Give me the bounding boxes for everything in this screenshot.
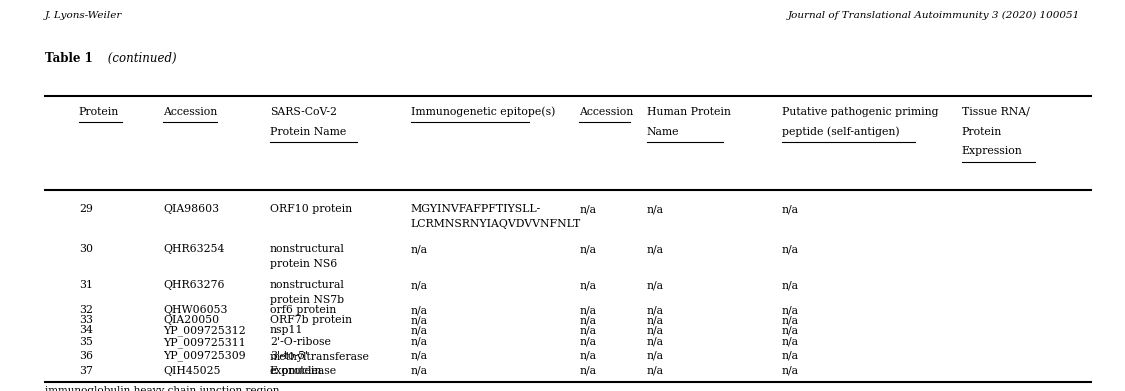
Text: n/a: n/a: [579, 337, 596, 347]
Text: n/a: n/a: [647, 351, 664, 361]
Text: MGYINVFAFPFTIYSLL-: MGYINVFAFPFTIYSLL-: [411, 204, 541, 214]
Text: YP_009725312: YP_009725312: [163, 325, 246, 336]
Text: 31: 31: [79, 280, 92, 290]
Text: QIH45025: QIH45025: [163, 366, 221, 376]
Text: 37: 37: [79, 366, 92, 376]
Text: 32: 32: [79, 305, 92, 316]
Text: E protein: E protein: [270, 366, 322, 376]
Text: Journal of Translational Autoimmunity 3 (2020) 100051: Journal of Translational Autoimmunity 3 …: [788, 11, 1080, 20]
Text: n/a: n/a: [411, 325, 428, 335]
Text: n/a: n/a: [782, 280, 799, 290]
Text: n/a: n/a: [411, 351, 428, 361]
Text: 35: 35: [79, 337, 92, 347]
Text: Expression: Expression: [962, 146, 1023, 156]
Text: nsp11: nsp11: [270, 325, 304, 335]
Text: n/a: n/a: [411, 280, 428, 290]
Text: n/a: n/a: [579, 325, 596, 335]
Text: 33: 33: [79, 315, 92, 325]
Text: n/a: n/a: [647, 315, 664, 325]
Text: n/a: n/a: [782, 351, 799, 361]
Text: QHR63276: QHR63276: [163, 280, 225, 290]
Text: n/a: n/a: [647, 244, 664, 254]
Text: n/a: n/a: [579, 351, 596, 361]
Text: n/a: n/a: [647, 337, 664, 347]
Text: 36: 36: [79, 351, 92, 361]
Text: QHW06053: QHW06053: [163, 305, 227, 316]
Text: nonstructural: nonstructural: [270, 244, 345, 254]
Text: n/a: n/a: [782, 244, 799, 254]
Text: Protein Name: Protein Name: [270, 127, 346, 136]
Text: Protein: Protein: [79, 107, 119, 117]
Text: Protein: Protein: [962, 127, 1002, 136]
Text: n/a: n/a: [647, 305, 664, 316]
Text: n/a: n/a: [411, 337, 428, 347]
Text: QIA98603: QIA98603: [163, 204, 219, 214]
Text: 30: 30: [79, 244, 92, 254]
Text: YP_009725311: YP_009725311: [163, 337, 246, 348]
Text: n/a: n/a: [579, 366, 596, 376]
Text: n/a: n/a: [782, 325, 799, 335]
Text: Accession: Accession: [579, 107, 633, 117]
Text: peptide (self-antigen): peptide (self-antigen): [782, 127, 900, 137]
Text: methyltransferase: methyltransferase: [270, 352, 370, 362]
Text: YP_009725309: YP_009725309: [163, 351, 245, 361]
Text: n/a: n/a: [782, 337, 799, 347]
Text: n/a: n/a: [647, 325, 664, 335]
Text: Tissue RNA/: Tissue RNA/: [962, 107, 1029, 117]
Text: n/a: n/a: [411, 366, 428, 376]
Text: n/a: n/a: [782, 204, 799, 214]
Text: n/a: n/a: [782, 315, 799, 325]
Text: QHR63254: QHR63254: [163, 244, 225, 254]
Text: n/a: n/a: [579, 204, 596, 214]
Text: n/a: n/a: [411, 305, 428, 316]
Text: Name: Name: [647, 127, 680, 136]
Text: J. Lyons-Weiler: J. Lyons-Weiler: [45, 11, 123, 20]
Text: protein NS6: protein NS6: [270, 259, 338, 269]
Text: immunoglobulin heavy chain junction region: immunoglobulin heavy chain junction regi…: [45, 386, 279, 391]
Text: n/a: n/a: [579, 244, 596, 254]
Text: SARS-CoV-2: SARS-CoV-2: [270, 107, 338, 117]
Text: Human Protein: Human Protein: [647, 107, 731, 117]
Text: ORF7b protein: ORF7b protein: [270, 315, 352, 325]
Text: protein NS7b: protein NS7b: [270, 295, 344, 305]
Text: n/a: n/a: [647, 280, 664, 290]
Text: n/a: n/a: [579, 305, 596, 316]
Text: 3'-to-5': 3'-to-5': [270, 351, 308, 361]
Text: orf6 protein: orf6 protein: [270, 305, 336, 316]
Text: QIA20050: QIA20050: [163, 315, 219, 325]
Text: Table 1: Table 1: [45, 52, 92, 65]
Text: n/a: n/a: [411, 315, 428, 325]
Text: nonstructural: nonstructural: [270, 280, 345, 290]
Text: n/a: n/a: [782, 366, 799, 376]
Text: n/a: n/a: [579, 280, 596, 290]
Text: n/a: n/a: [411, 244, 428, 254]
Text: n/a: n/a: [647, 366, 664, 376]
Text: n/a: n/a: [647, 204, 664, 214]
Text: (continued): (continued): [104, 52, 177, 65]
Text: Accession: Accession: [163, 107, 217, 117]
Text: 29: 29: [79, 204, 92, 214]
Text: 2'-O-ribose: 2'-O-ribose: [270, 337, 331, 347]
Text: ORF10 protein: ORF10 protein: [270, 204, 352, 214]
Text: n/a: n/a: [579, 315, 596, 325]
Text: 34: 34: [79, 325, 92, 335]
Text: exonuclease: exonuclease: [270, 366, 338, 376]
Text: LCRMNSRNYIAQVDVVNFNLT: LCRMNSRNYIAQVDVVNFNLT: [411, 219, 580, 230]
Text: Putative pathogenic priming: Putative pathogenic priming: [782, 107, 938, 117]
Text: Immunogenetic epitope(s): Immunogenetic epitope(s): [411, 107, 555, 117]
Text: n/a: n/a: [782, 305, 799, 316]
